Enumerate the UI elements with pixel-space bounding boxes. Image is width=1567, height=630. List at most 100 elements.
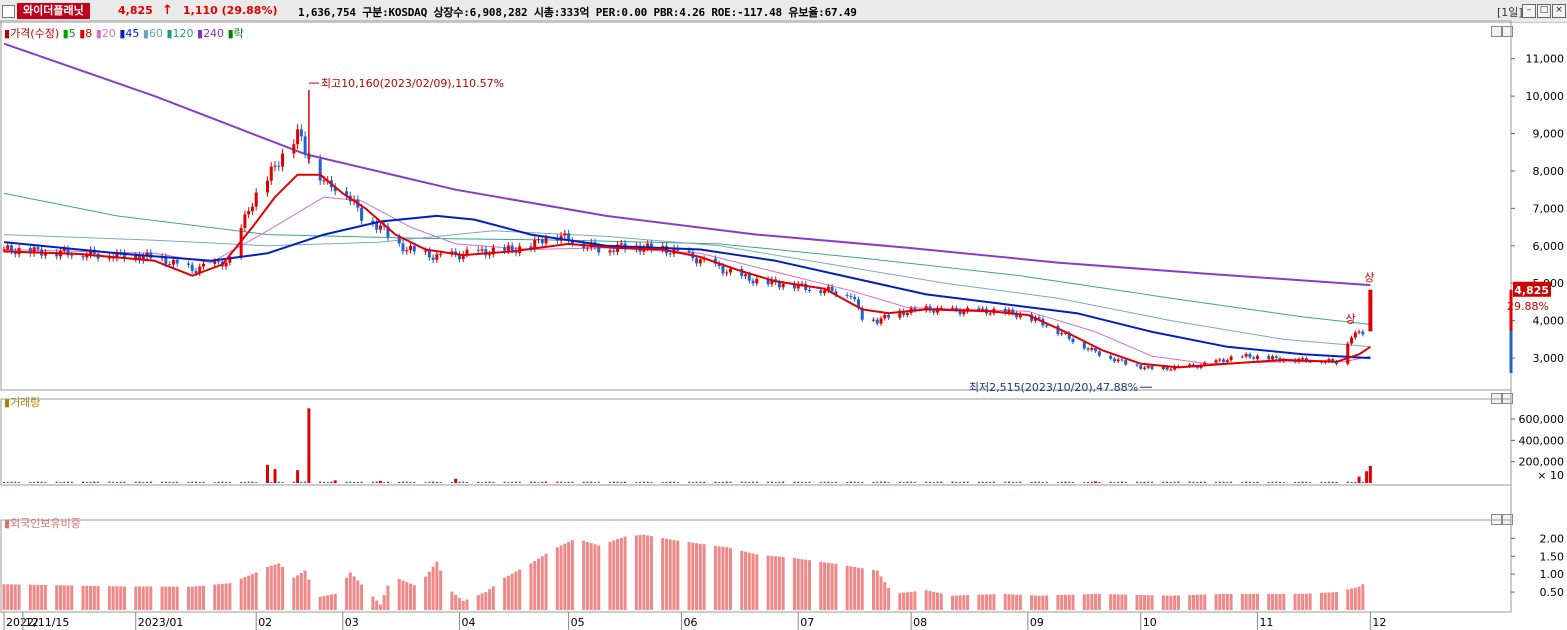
price-pane-close-icon[interactable] [1502,26,1513,37]
legend-label-0[interactable]: 가격(수정) [10,27,63,40]
candle-body [537,239,541,241]
candle-body [698,259,702,264]
volume-bar [981,481,984,483]
volume-bar [345,481,348,483]
candle-body [1346,343,1350,364]
legend-label-2[interactable]: 8 [85,27,96,40]
volume-bar [616,481,619,483]
legend-label-1[interactable]: 5 [68,27,80,40]
volume-bar [688,481,691,483]
volume-bar [1151,481,1154,483]
foreign-bar [589,543,593,610]
volume-bar [597,481,600,483]
volume-bar [1327,481,1330,483]
foreign-bar [992,594,996,610]
foreign-bar [555,547,559,610]
candle-body [115,252,119,259]
legend-label-8[interactable]: 락 [233,27,244,40]
volume-bar [1218,481,1221,483]
stock-name[interactable]: 와이더플래닛 [17,3,90,19]
candle-body [28,248,32,254]
foreign-bar [303,570,307,610]
candle-body [1003,308,1007,314]
minimize-icon[interactable]: – [1522,4,1536,18]
volume-bar [70,481,73,483]
legend-label-6[interactable]: 120 [172,27,197,40]
volume-bar [428,481,431,483]
x-tick-label: 2023/01 [138,616,184,629]
volume-pane [0,398,1512,486]
volume-bar [533,481,536,483]
legend-label-4[interactable]: 45 [125,27,143,40]
volume-bar [1271,481,1274,483]
foreign-bar [348,572,352,610]
foreign-bar [254,572,258,610]
select-checkbox[interactable] [2,5,15,18]
foreign-bar [1116,594,1120,610]
foreign-bar [401,580,405,610]
foreign-legend-marker: ▮ [4,517,11,530]
restore-icon[interactable]: □ [1537,4,1551,18]
foreign-bar [145,586,149,610]
foreign-bar [1161,595,1165,610]
candle-body [687,250,691,252]
close-icon[interactable]: × [1552,4,1566,18]
price-pane-minimize-icon[interactable] [1491,26,1502,37]
volume-bar [518,481,521,483]
candle-body [32,247,36,254]
foreign-bar [55,585,59,610]
foreign-bar [89,585,93,610]
candle-body [122,252,126,260]
candle-body [217,261,221,263]
foreign-bar [1191,594,1195,610]
foreign-bar [1240,593,1244,610]
volume-bar [793,481,796,483]
legend-label-5[interactable]: 60 [148,27,167,40]
foreign-bar [299,572,303,610]
volume-bar [1120,481,1123,483]
volume-bar [1222,481,1225,483]
price-tick-label: 3,000 [1533,352,1565,365]
volume-bar [123,481,126,483]
foreign-bar [326,595,330,610]
foreign-bar [10,584,14,610]
foreign-bar [909,591,913,610]
foreign-bar [540,556,544,610]
volume-bar [176,481,179,483]
current-price-tag [1513,281,1551,297]
foreign-bar [672,540,676,610]
candle-body [465,249,469,255]
legend-label-3[interactable]: 20 [101,27,120,40]
volume-bar [198,482,201,483]
volume-bar [1267,482,1270,483]
candle-body [243,214,247,228]
volume-bar [928,481,931,483]
foreign-bar [378,604,382,610]
foreign-bar [503,577,507,610]
volume-bar [902,482,905,483]
foreign-bar [559,545,563,610]
candle-body [1203,362,1207,366]
candle-body [55,252,59,257]
period-selector[interactable]: [1일] [1497,6,1523,19]
volume-bar [1279,481,1282,483]
candle-body [856,299,860,308]
x-tick-label: 09 [1030,616,1044,629]
candle-body [725,272,729,274]
foreign-bar [1248,593,1252,610]
volume-bar [861,482,864,483]
volume-bar [375,481,378,483]
x-tick-label: 11 [1259,616,1273,629]
candle-body [913,308,917,311]
candle-body [506,245,510,251]
volume-bar [1004,481,1007,483]
foreign-bar [28,584,32,610]
candle-body [585,247,589,249]
volume-bar [774,482,777,483]
volume-bar [333,480,337,483]
candle-body [401,243,405,252]
volume-bar [435,481,438,483]
legend-label-7[interactable]: 240 [203,27,228,40]
volume-bar [609,481,612,483]
